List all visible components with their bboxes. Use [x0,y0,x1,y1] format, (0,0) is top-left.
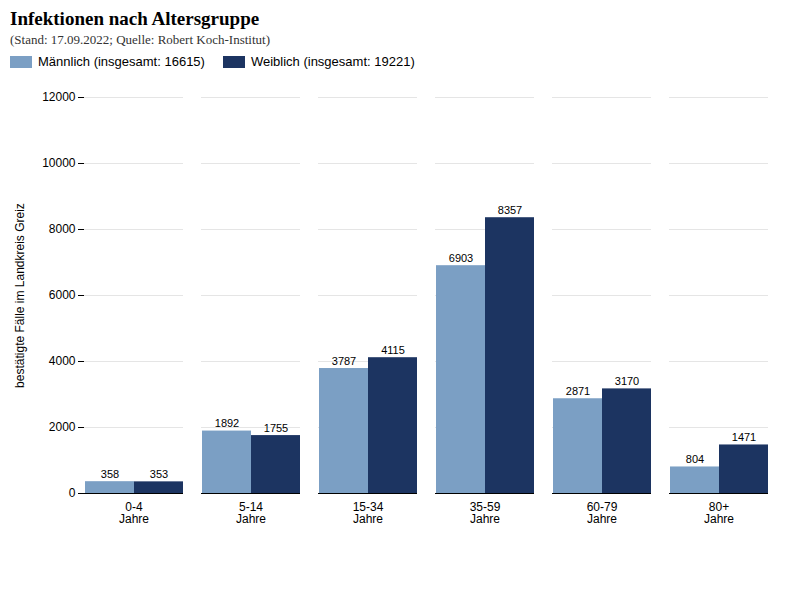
svg-text:6000: 6000 [49,288,76,302]
svg-text:8000: 8000 [49,222,76,236]
svg-text:15-34Jahre: 15-34Jahre [353,500,384,526]
svg-text:1892: 1892 [215,417,239,429]
svg-text:0: 0 [69,486,76,500]
svg-text:10000: 10000 [42,156,76,170]
svg-text:0-4Jahre: 0-4Jahre [119,500,149,526]
svg-text:4000: 4000 [49,354,76,368]
svg-text:35-59Jahre: 35-59Jahre [470,500,501,526]
svg-text:2871: 2871 [566,385,590,397]
html-text:Infektionen nach Altersgruppe: Infektionen nach Altersgruppe [10,8,260,29]
svg-text:80+Jahre: 80+Jahre [704,500,734,526]
svg-text:3170: 3170 [615,375,639,387]
svg-text:3787: 3787 [332,355,356,367]
svg-text:2000: 2000 [49,420,76,434]
svg-text:bestätigte Fälle im Landkreis: bestätigte Fälle im Landkreis Greiz [13,203,27,388]
svg-text:6903: 6903 [449,252,473,264]
svg-text:5-14Jahre: 5-14Jahre [236,500,266,526]
svg-text:1755: 1755 [264,422,288,434]
svg-text:8357: 8357 [498,204,522,216]
svg-text:60-79Jahre: 60-79Jahre [587,500,618,526]
svg-text:4115: 4115 [381,344,405,356]
svg-text:358: 358 [101,468,119,480]
svg-text:12000: 12000 [42,90,76,104]
html-text:Weiblich (insgesamt: 19221): Weiblich (insgesamt: 19221) [250,54,415,69]
html-text:Männlich (insgesamt: 16615): Männlich (insgesamt: 16615) [38,54,205,69]
svg-text:804: 804 [686,453,704,465]
html-text:(Stand: 17.09.2022; Quelle: Ro: (Stand: 17.09.2022; Quelle: Robert Koch-… [10,32,270,47]
svg-text:1471: 1471 [732,431,756,443]
svg-text:353: 353 [150,468,168,480]
